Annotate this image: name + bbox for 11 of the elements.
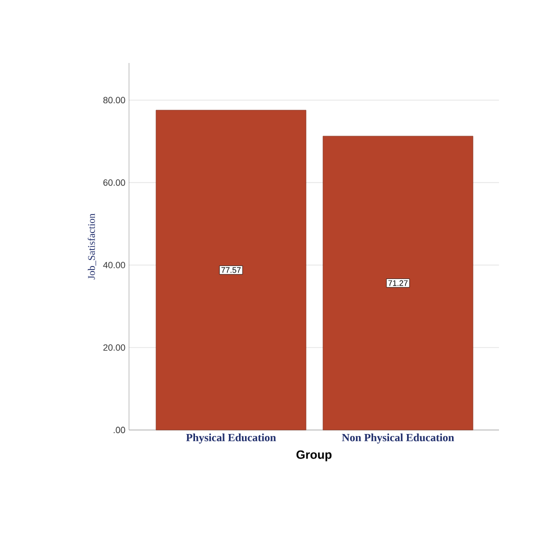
data-label: 77.57: [221, 267, 241, 273]
y-tick-label: 20.00: [103, 344, 126, 351]
y-tick-label: 60.00: [103, 179, 126, 186]
x-tick-label: Physical Education: [186, 434, 276, 444]
x-tick-label: Non Physical Education: [342, 434, 454, 444]
x-axis-title: Group: [296, 450, 332, 462]
y-tick-label: 80.00: [103, 96, 126, 104]
y-axis-title: Job_Satisfaction: [88, 214, 96, 280]
data-label: 71.27: [388, 280, 408, 286]
y-tick-label: 40.00: [103, 262, 126, 268]
y-tick-label: .00: [114, 426, 126, 434]
